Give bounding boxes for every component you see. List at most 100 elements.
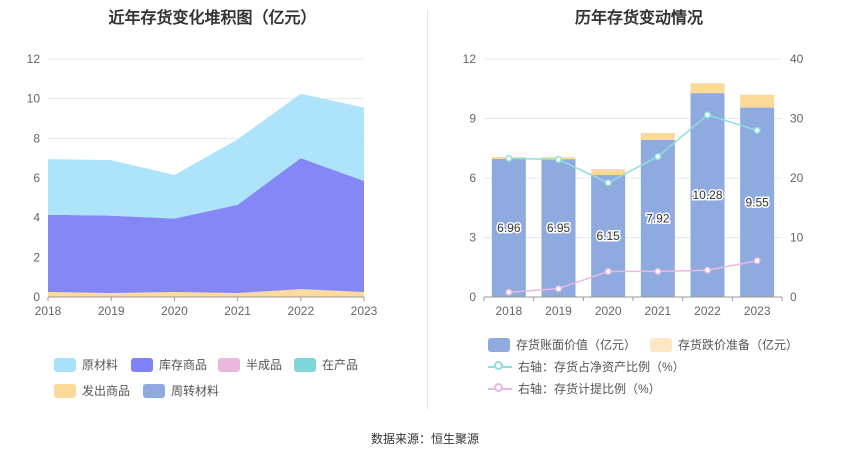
bar-book-value xyxy=(690,93,725,297)
y-tick-label: 6 xyxy=(33,171,40,185)
legend-swatch xyxy=(294,357,316,372)
line-point xyxy=(604,267,612,275)
bar-line-combo-chart: 0 3 6 9 12 0 10 20 30 40 2018 2019 2020 2021 2022 2023 6… xyxy=(463,52,804,318)
y-tick-label: 0 xyxy=(469,290,476,304)
y2-tick-label: 0 xyxy=(790,290,797,304)
area-series xyxy=(48,158,364,294)
bar-value-label: 10.28 xyxy=(692,188,722,202)
bar-value-label: 6.95 xyxy=(547,221,571,235)
legend-swatch xyxy=(650,337,672,352)
bar-value-label: 6.96 xyxy=(497,221,521,235)
y-tick-label: 0 xyxy=(33,290,40,304)
legend-item-finished-goods[interactable]: 库存商品 xyxy=(131,356,207,373)
line-point xyxy=(753,257,761,265)
line-point xyxy=(753,126,761,134)
legend-label: 原材料 xyxy=(82,358,119,372)
legend-line-swatch xyxy=(488,382,512,396)
x-tick-label: 2020 xyxy=(595,304,622,318)
legend-item-turnover-materials[interactable]: 周转材料 xyxy=(143,382,219,399)
y2-tick-label: 20 xyxy=(790,171,804,185)
line-series xyxy=(508,114,758,184)
legend-label: 在产品 xyxy=(322,358,359,372)
legend-item-impairment[interactable]: 存货跌价准备（亿元） xyxy=(650,336,798,353)
bar-impairment xyxy=(740,94,775,108)
legend-item-raw-materials[interactable]: 原材料 xyxy=(54,356,118,373)
legend-label: 周转材料 xyxy=(171,384,220,398)
legend-item-semi-finished[interactable]: 半成品 xyxy=(218,356,282,373)
legend-label: 右轴：存货占净资产比例（%） xyxy=(518,360,685,374)
left-chart-title: 近年存货变化堆积图（亿元） xyxy=(108,10,317,27)
legend-swatch xyxy=(54,357,76,372)
y2-tick-label: 10 xyxy=(790,231,804,245)
right-legend: 存货账面价值（亿元） 存货跌价准备（亿元） 右轴：存货占净资产比例（%） 右轴：… xyxy=(488,336,848,402)
y-tick-label: 6 xyxy=(469,171,476,185)
legend-line-swatch xyxy=(488,360,512,374)
legend-label: 半成品 xyxy=(246,358,283,372)
y-tick-label: 12 xyxy=(27,52,41,66)
x-tick-label: 2022 xyxy=(694,304,721,318)
legend-swatch xyxy=(54,383,76,398)
line-point xyxy=(554,156,563,164)
panel-divider xyxy=(427,10,428,410)
legend-label: 右轴：存货计提比例（%） xyxy=(518,382,661,396)
bar-book-value xyxy=(491,158,526,297)
bar-impairment xyxy=(690,83,725,94)
legend-item-goods-shipped[interactable]: 发出商品 xyxy=(54,382,130,399)
line-point xyxy=(703,266,712,274)
bar-book-value xyxy=(541,159,576,297)
y2-tick-label: 40 xyxy=(790,52,804,66)
x-tick-label: 2019 xyxy=(545,304,572,318)
left-legend: 原材料 库存商品 半成品 在产品 发出商品 周转材料 xyxy=(54,356,424,406)
y-tick-label: 3 xyxy=(469,231,476,245)
right-chart-title: 历年存货变动情况 xyxy=(574,10,703,27)
y-tick-label: 12 xyxy=(463,52,477,66)
legend-item-work-in-progress[interactable]: 在产品 xyxy=(294,356,358,373)
x-tick-label: 2020 xyxy=(161,304,188,318)
legend-label: 存货账面价值（亿元） xyxy=(516,338,637,352)
line-point xyxy=(654,267,662,275)
data-source: 数据来源：恒生聚源 xyxy=(370,432,479,446)
x-tick-label: 2021 xyxy=(644,304,671,318)
line-point xyxy=(505,154,513,162)
legend-swatch xyxy=(143,383,165,398)
bar-impairment xyxy=(640,132,675,140)
line-point xyxy=(604,179,612,187)
x-tick-label: 2023 xyxy=(351,304,378,318)
legend-label: 存货跌价准备（亿元） xyxy=(678,338,799,352)
x-tick-label: 2018 xyxy=(495,304,522,318)
legend-item-net-asset-ratio[interactable]: 右轴：存货占净资产比例（%） xyxy=(488,358,685,375)
line-point xyxy=(554,285,563,293)
y-tick-label: 9 xyxy=(469,112,476,126)
line-point xyxy=(654,153,662,161)
bar-book-value xyxy=(740,107,775,297)
line-point xyxy=(703,111,712,119)
y-tick-label: 4 xyxy=(33,211,40,225)
bar-impairment xyxy=(591,169,626,176)
y-tick-label: 2 xyxy=(33,250,40,264)
bar-book-value xyxy=(591,175,626,297)
legend-swatch xyxy=(488,337,510,352)
y2-tick-label: 30 xyxy=(790,112,804,126)
legend-swatch xyxy=(131,357,153,372)
right-chart-panel: 历年存货变动情况 0 3 6 9 12 0 10 20 30 40 2018 2019 2020 2021… xyxy=(428,0,850,420)
legend-item-provision-ratio[interactable]: 右轴：存货计提比例（%） xyxy=(488,380,661,397)
y-tick-label: 8 xyxy=(33,131,40,145)
x-tick-label: 2023 xyxy=(744,304,771,318)
y-tick-label: 10 xyxy=(27,92,41,106)
legend-swatch xyxy=(218,357,240,372)
area-series xyxy=(48,93,364,219)
bar-value-label: 6.15 xyxy=(596,229,620,243)
x-tick-label: 2021 xyxy=(224,304,251,318)
stacked-area-chart: 0 2 4 6 8 10 12 2018 2019 2020 2021 2022 2023 xyxy=(27,52,378,318)
x-tick-label: 2018 xyxy=(35,304,62,318)
line-point xyxy=(505,288,513,296)
legend-item-book-value[interactable]: 存货账面价值（亿元） xyxy=(488,336,636,353)
area-series xyxy=(48,289,364,297)
bar-value-label: 9.55 xyxy=(745,195,769,209)
left-chart-panel: 近年存货变化堆积图（亿元） 0 2 4 6 8 10 12 2018 2019 2020 2021 2… xyxy=(0,0,425,420)
bar-value-label: 7.92 xyxy=(646,211,670,225)
legend-label: 库存商品 xyxy=(159,358,208,372)
legend-label: 发出商品 xyxy=(82,384,131,398)
line-series xyxy=(508,259,758,293)
x-tick-label: 2022 xyxy=(287,304,314,318)
